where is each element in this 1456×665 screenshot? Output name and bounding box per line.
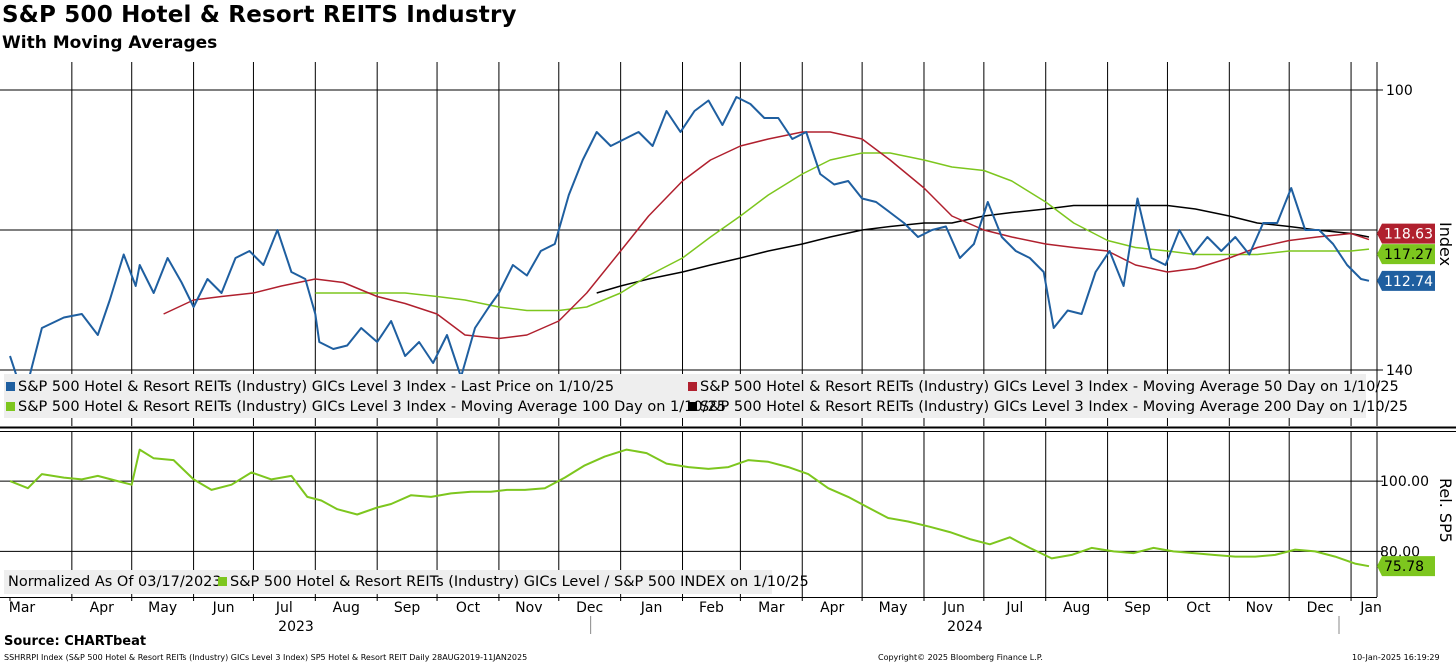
relative-value-text: 75.78	[1384, 559, 1424, 575]
legend-swatch-ma100	[6, 401, 15, 411]
x-year-label: 2023	[278, 619, 314, 635]
x-month-label: Mar	[9, 600, 36, 616]
x-month-label: Nov	[1246, 600, 1273, 616]
legend-label-ma200: S&P 500 Hotel & Resort REITs (Industry) …	[700, 399, 1408, 415]
legend-label-ma100: S&P 500 Hotel & Resort REITs (Industry) …	[18, 399, 726, 415]
source-label: Source: CHARTbeat	[4, 634, 147, 649]
relative-value-tag	[1377, 556, 1435, 577]
x-month-label: Apr	[90, 600, 114, 616]
series-relative-line	[9, 448, 1370, 568]
legend-swatch-relative	[218, 576, 227, 586]
x-month-label: Oct	[456, 600, 481, 616]
x-month-label: Sep	[1124, 600, 1151, 616]
x-month-label: Sep	[394, 600, 421, 616]
legend-item-last-price: S&P 500 Hotel & Resort REITs (Industry) …	[6, 377, 614, 397]
series-last-price-line	[9, 96, 1370, 399]
x-month-label: May	[879, 600, 908, 616]
legend-item-relative: S&P 500 Hotel & Resort REITs (Industry) …	[218, 572, 809, 592]
legend-label-relative: S&P 500 Hotel & Resort REITs (Industry) …	[230, 574, 809, 590]
legend-item-ma50: S&P 500 Hotel & Resort REITs (Industry) …	[688, 377, 1399, 397]
chart-title: S&P 500 Hotel & Resort REITS Industry	[2, 2, 517, 28]
upper-legend: S&P 500 Hotel & Resort REITs (Industry) …	[4, 374, 1408, 418]
ma100-value-tag	[1377, 244, 1435, 265]
x-month-label: Jul	[275, 600, 293, 616]
x-month-label: Jun	[942, 600, 965, 616]
last-price-value-tag	[1377, 270, 1435, 291]
legend-swatch-last-price	[6, 381, 15, 391]
x-month-label: Jan	[640, 600, 663, 616]
x-year-label: 2024	[947, 619, 983, 635]
legend-item-ma200: S&P 500 Hotel & Resort REITs (Industry) …	[688, 397, 1408, 417]
x-month-label: Jun	[212, 600, 235, 616]
ma100-value-text: 117.27	[1384, 247, 1433, 263]
x-month-label: Oct	[1186, 600, 1211, 616]
lower-axis-label: Rel. SP5	[1436, 478, 1455, 543]
upper-axis-label: Index	[1436, 222, 1455, 266]
x-month-label: May	[148, 600, 177, 616]
lower-y-tick-label: 100.00	[1380, 474, 1429, 490]
upper-y-tick-label: 140	[1386, 363, 1413, 379]
footer-copyright: Copyright© 2025 Bloomberg Finance L.P.	[878, 653, 1043, 662]
x-month-label: Jan	[1359, 600, 1382, 616]
x-month-label: Feb	[699, 600, 724, 616]
ma50-value-text: 118.63	[1384, 227, 1433, 243]
x-month-label: Jul	[1005, 600, 1023, 616]
footer-timestamp: 10-Jan-2025 16:19:29	[1352, 653, 1440, 662]
x-month-label: Nov	[515, 600, 542, 616]
x-month-label: Apr	[820, 600, 844, 616]
series-ma100-line	[315, 152, 1370, 312]
x-month-label: Dec	[1307, 600, 1334, 616]
chart-subtitle: With Moving Averages	[2, 33, 218, 53]
x-month-label: Dec	[576, 600, 603, 616]
lower-legend: Normalized As Of 03/17/2023 S&P 500 Hote…	[4, 570, 809, 594]
normalized-label: Normalized As Of 03/17/2023	[8, 574, 222, 590]
series-ma50-line	[163, 131, 1370, 340]
ma50-value-tag	[1377, 223, 1435, 244]
x-month-label: Aug	[333, 600, 360, 616]
legend-label-ma50: S&P 500 Hotel & Resort REITs (Industry) …	[700, 379, 1399, 395]
legend-swatch-ma200	[688, 401, 697, 411]
legend-label-last-price: S&P 500 Hotel & Resort REITs (Industry) …	[18, 379, 615, 395]
x-month-label: Mar	[758, 600, 785, 616]
last-price-value-text: 112.74	[1384, 274, 1433, 290]
legend-swatch-ma50	[688, 381, 697, 391]
upper-y-tick-label: 100	[1386, 83, 1413, 99]
legend-item-ma100: S&P 500 Hotel & Resort REITs (Industry) …	[6, 397, 726, 417]
footer-left: SSHRRPI Index (S&P 500 Hotel & Resort RE…	[4, 653, 528, 662]
x-month-label: Aug	[1063, 600, 1090, 616]
